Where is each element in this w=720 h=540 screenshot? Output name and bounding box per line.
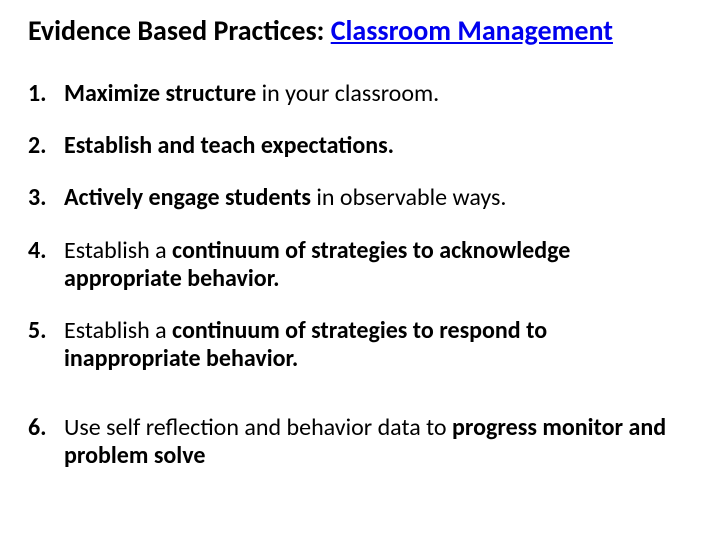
- list-text-segment: Actively engage students: [64, 183, 316, 212]
- list-text-segment: Use self reflection and behavior data to: [64, 413, 452, 442]
- list-number: 5.: [28, 317, 47, 345]
- list-item: 5.Establish a continuum of strategies to…: [64, 317, 682, 374]
- list-item: 6.Use self reflection and behavior data …: [64, 414, 682, 471]
- list-item: 3.Actively engage students in observable…: [64, 184, 682, 212]
- list-text-segment: Establish a: [64, 316, 172, 345]
- list-number: 1.: [28, 80, 47, 108]
- list-number: 3.: [28, 184, 47, 212]
- list-text-segment: Establish a: [64, 236, 172, 265]
- slide-title: Evidence Based Practices: Classroom Mana…: [28, 14, 692, 48]
- list-item: 4.Establish a continuum of strategies to…: [64, 237, 682, 294]
- list-text-segment: in your classroom.: [262, 79, 440, 108]
- list-text-segment: in observable ways.: [316, 183, 506, 212]
- list-number: 6.: [28, 414, 47, 442]
- list-text-segment: Establish and teach expectations.: [64, 131, 394, 160]
- list-number: 4.: [28, 237, 47, 265]
- slide: Evidence Based Practices: Classroom Mana…: [0, 0, 720, 540]
- list-number: 2.: [28, 132, 47, 160]
- practices-list: 1.Maximize structure in your classroom.2…: [28, 80, 692, 471]
- list-item: 1.Maximize structure in your classroom.: [64, 80, 682, 108]
- title-link[interactable]: Classroom Management: [331, 13, 613, 48]
- list-item: 2.Establish and teach expectations.: [64, 132, 682, 160]
- list-text-segment: Maximize structure: [64, 79, 262, 108]
- title-prefix: Evidence Based Practices:: [28, 13, 331, 48]
